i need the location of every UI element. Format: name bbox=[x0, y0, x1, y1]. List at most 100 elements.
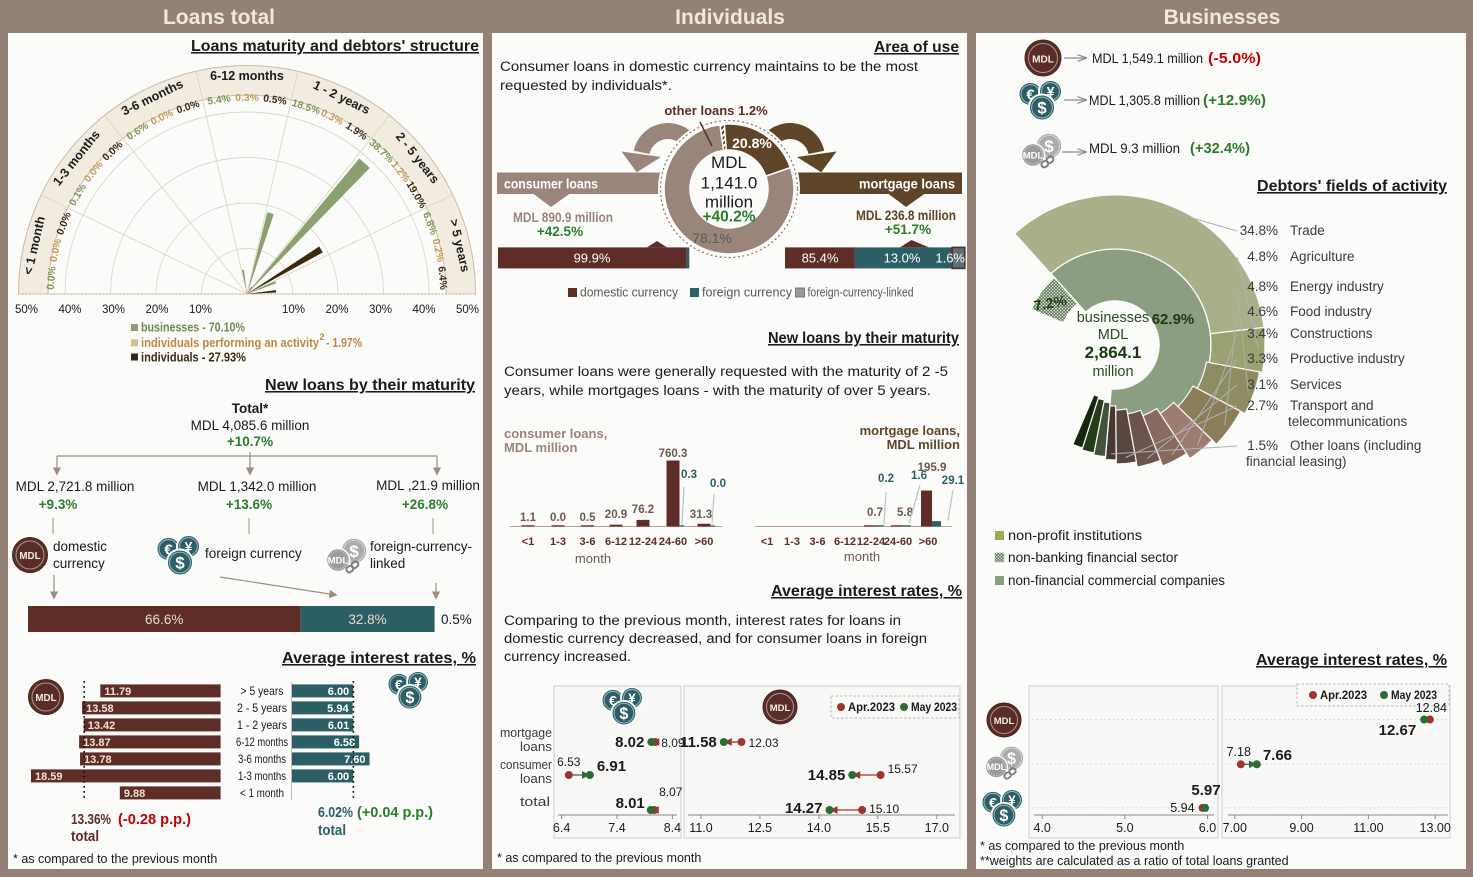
svg-text:consumer loans: consumer loans bbox=[504, 177, 598, 192]
svg-text:8.4: 8.4 bbox=[664, 821, 681, 835]
svg-text:telecommunications: telecommunications bbox=[1288, 414, 1408, 429]
svg-text:MDL: MDL bbox=[711, 153, 747, 172]
svg-text:2.7%: 2.7% bbox=[1247, 398, 1278, 413]
svg-text:MDL 1,342.0 million: MDL 1,342.0 million bbox=[198, 479, 317, 494]
svg-text:20%: 20% bbox=[325, 304, 348, 316]
svg-text:13.00: 13.00 bbox=[1420, 821, 1451, 835]
svg-text:consumer loans,: consumer loans, bbox=[504, 426, 607, 441]
svg-text:5.97: 5.97 bbox=[1191, 782, 1220, 799]
svg-text:currency: currency bbox=[53, 556, 105, 571]
svg-text:$: $ bbox=[1007, 750, 1016, 768]
svg-text:62.9%: 62.9% bbox=[1152, 311, 1195, 328]
svg-text:foreign currency: foreign currency bbox=[702, 286, 793, 300]
svg-text:5.4%: 5.4% bbox=[207, 93, 232, 107]
svg-text:**weights are calculated as a: **weights are calculated as a ratio of t… bbox=[980, 854, 1289, 868]
svg-text:15.5: 15.5 bbox=[866, 821, 890, 835]
svg-text:14.27: 14.27 bbox=[785, 800, 823, 817]
svg-text:€: € bbox=[164, 541, 173, 558]
svg-text:8.01: 8.01 bbox=[616, 795, 645, 812]
svg-text:3.4%: 3.4% bbox=[1247, 326, 1278, 341]
svg-text:Constructions: Constructions bbox=[1290, 326, 1373, 341]
svg-text:12.03: 12.03 bbox=[748, 736, 778, 750]
svg-text:12.5: 12.5 bbox=[748, 821, 772, 835]
svg-text:7.2%: 7.2% bbox=[1033, 293, 1068, 315]
svg-text:1.6%: 1.6% bbox=[935, 251, 965, 266]
svg-text:3.1%: 3.1% bbox=[1247, 377, 1278, 392]
svg-text:10%: 10% bbox=[189, 304, 212, 316]
svg-text:businesses: businesses bbox=[1077, 310, 1150, 326]
svg-text:MDL: MDL bbox=[328, 556, 349, 567]
svg-text:* as compared to the previous: * as compared to the previous month bbox=[13, 852, 217, 866]
svg-text:$: $ bbox=[175, 554, 185, 573]
svg-text:6.4%: 6.4% bbox=[435, 266, 448, 290]
svg-text:currency increased.: currency increased. bbox=[504, 649, 631, 664]
svg-text:8.07: 8.07 bbox=[659, 785, 683, 799]
svg-text:million: million bbox=[1092, 364, 1133, 380]
svg-text:MDL 2,721.8 million: MDL 2,721.8 million bbox=[16, 479, 135, 494]
svg-text:50%: 50% bbox=[15, 304, 38, 316]
svg-text:Trade: Trade bbox=[1290, 223, 1325, 238]
svg-text:¥: ¥ bbox=[1008, 793, 1016, 808]
svg-text:Food industry: Food industry bbox=[1290, 304, 1372, 319]
svg-text:6.01: 6.01 bbox=[328, 720, 349, 732]
svg-text:30%: 30% bbox=[369, 304, 392, 316]
svg-text:Transport and: Transport and bbox=[1290, 398, 1374, 413]
svg-text:24-60: 24-60 bbox=[659, 536, 687, 548]
svg-text:> 5 years: > 5 years bbox=[241, 684, 284, 698]
svg-text:40%: 40% bbox=[58, 304, 81, 316]
svg-text:0.5%: 0.5% bbox=[262, 93, 287, 107]
svg-text:Total*: Total* bbox=[232, 401, 269, 416]
svg-text:Agriculture: Agriculture bbox=[1290, 249, 1355, 264]
svg-text:MDL 4,085.6 million: MDL 4,085.6 million bbox=[191, 418, 310, 433]
svg-text:(+32.4%): (+32.4%) bbox=[1190, 140, 1250, 157]
svg-text:individuals performing an acti: individuals performing an activity bbox=[141, 336, 319, 350]
svg-text:30%: 30% bbox=[102, 304, 125, 316]
svg-text:0.7: 0.7 bbox=[867, 507, 883, 519]
svg-text:14.85: 14.85 bbox=[808, 767, 846, 784]
svg-text:Average interest rates, %: Average interest rates, % bbox=[282, 650, 476, 667]
svg-text:1 - 2 years: 1 - 2 years bbox=[237, 718, 287, 732]
svg-text:+51.7%: +51.7% bbox=[885, 222, 931, 237]
svg-text:2 - 5 years: 2 - 5 years bbox=[237, 701, 287, 715]
svg-text:1-3 months: 1-3 months bbox=[238, 769, 286, 783]
svg-text:32.8%: 32.8% bbox=[348, 612, 386, 627]
svg-text:76.2: 76.2 bbox=[632, 504, 654, 516]
svg-text:6-12 months: 6-12 months bbox=[236, 735, 288, 749]
svg-text:$: $ bbox=[619, 705, 628, 723]
svg-text:12.84: 12.84 bbox=[1416, 701, 1447, 715]
svg-text:$: $ bbox=[999, 807, 1008, 825]
svg-text:non-financial commercial compa: non-financial commercial companies bbox=[1008, 573, 1225, 588]
svg-text:requested by individuals*.: requested by individuals*. bbox=[500, 78, 672, 93]
svg-text:11.58: 11.58 bbox=[680, 734, 717, 751]
svg-text:+40.2%: +40.2% bbox=[702, 209, 755, 226]
svg-text:non-profit institutions: non-profit institutions bbox=[1008, 528, 1142, 543]
svg-text:MDL 1,305.8 million: MDL 1,305.8 million bbox=[1089, 93, 1200, 108]
svg-text:non-banking financial sector: non-banking financial sector bbox=[1008, 550, 1179, 565]
svg-text:Other loans (including: Other loans (including bbox=[1290, 438, 1421, 453]
svg-text:$: $ bbox=[405, 689, 414, 707]
svg-text:20%: 20% bbox=[145, 304, 168, 316]
svg-text:¥: ¥ bbox=[1047, 84, 1055, 100]
svg-text:foreign-currency-linked: foreign-currency-linked bbox=[808, 286, 914, 300]
svg-text:3-6: 3-6 bbox=[580, 536, 596, 548]
svg-text:1-3: 1-3 bbox=[784, 536, 800, 548]
svg-text:foreign-currency-: foreign-currency- bbox=[370, 539, 472, 554]
svg-text:+13.6%: +13.6% bbox=[226, 497, 272, 512]
svg-text:€: € bbox=[609, 693, 617, 709]
svg-text:MDL: MDL bbox=[1098, 327, 1129, 343]
svg-text:13.42: 13.42 bbox=[88, 720, 116, 732]
svg-text:consumer: consumer bbox=[500, 757, 553, 772]
svg-text:6.00: 6.00 bbox=[328, 771, 349, 783]
svg-text:linked: linked bbox=[370, 556, 405, 571]
svg-text:7.4: 7.4 bbox=[608, 821, 625, 835]
svg-text:Average interest rates, %: Average interest rates, % bbox=[771, 583, 962, 600]
svg-text:24-60: 24-60 bbox=[884, 536, 912, 548]
svg-text:million: million bbox=[705, 193, 753, 212]
svg-text:1,141.0: 1,141.0 bbox=[701, 174, 758, 193]
svg-text:760.3: 760.3 bbox=[659, 448, 688, 460]
svg-text:$: $ bbox=[1037, 99, 1047, 118]
svg-text:0.0: 0.0 bbox=[550, 512, 566, 524]
svg-text:(-5.0%): (-5.0%) bbox=[1208, 50, 1261, 67]
svg-text:1.5%: 1.5% bbox=[1247, 438, 1278, 453]
svg-text:<1: <1 bbox=[522, 536, 535, 548]
